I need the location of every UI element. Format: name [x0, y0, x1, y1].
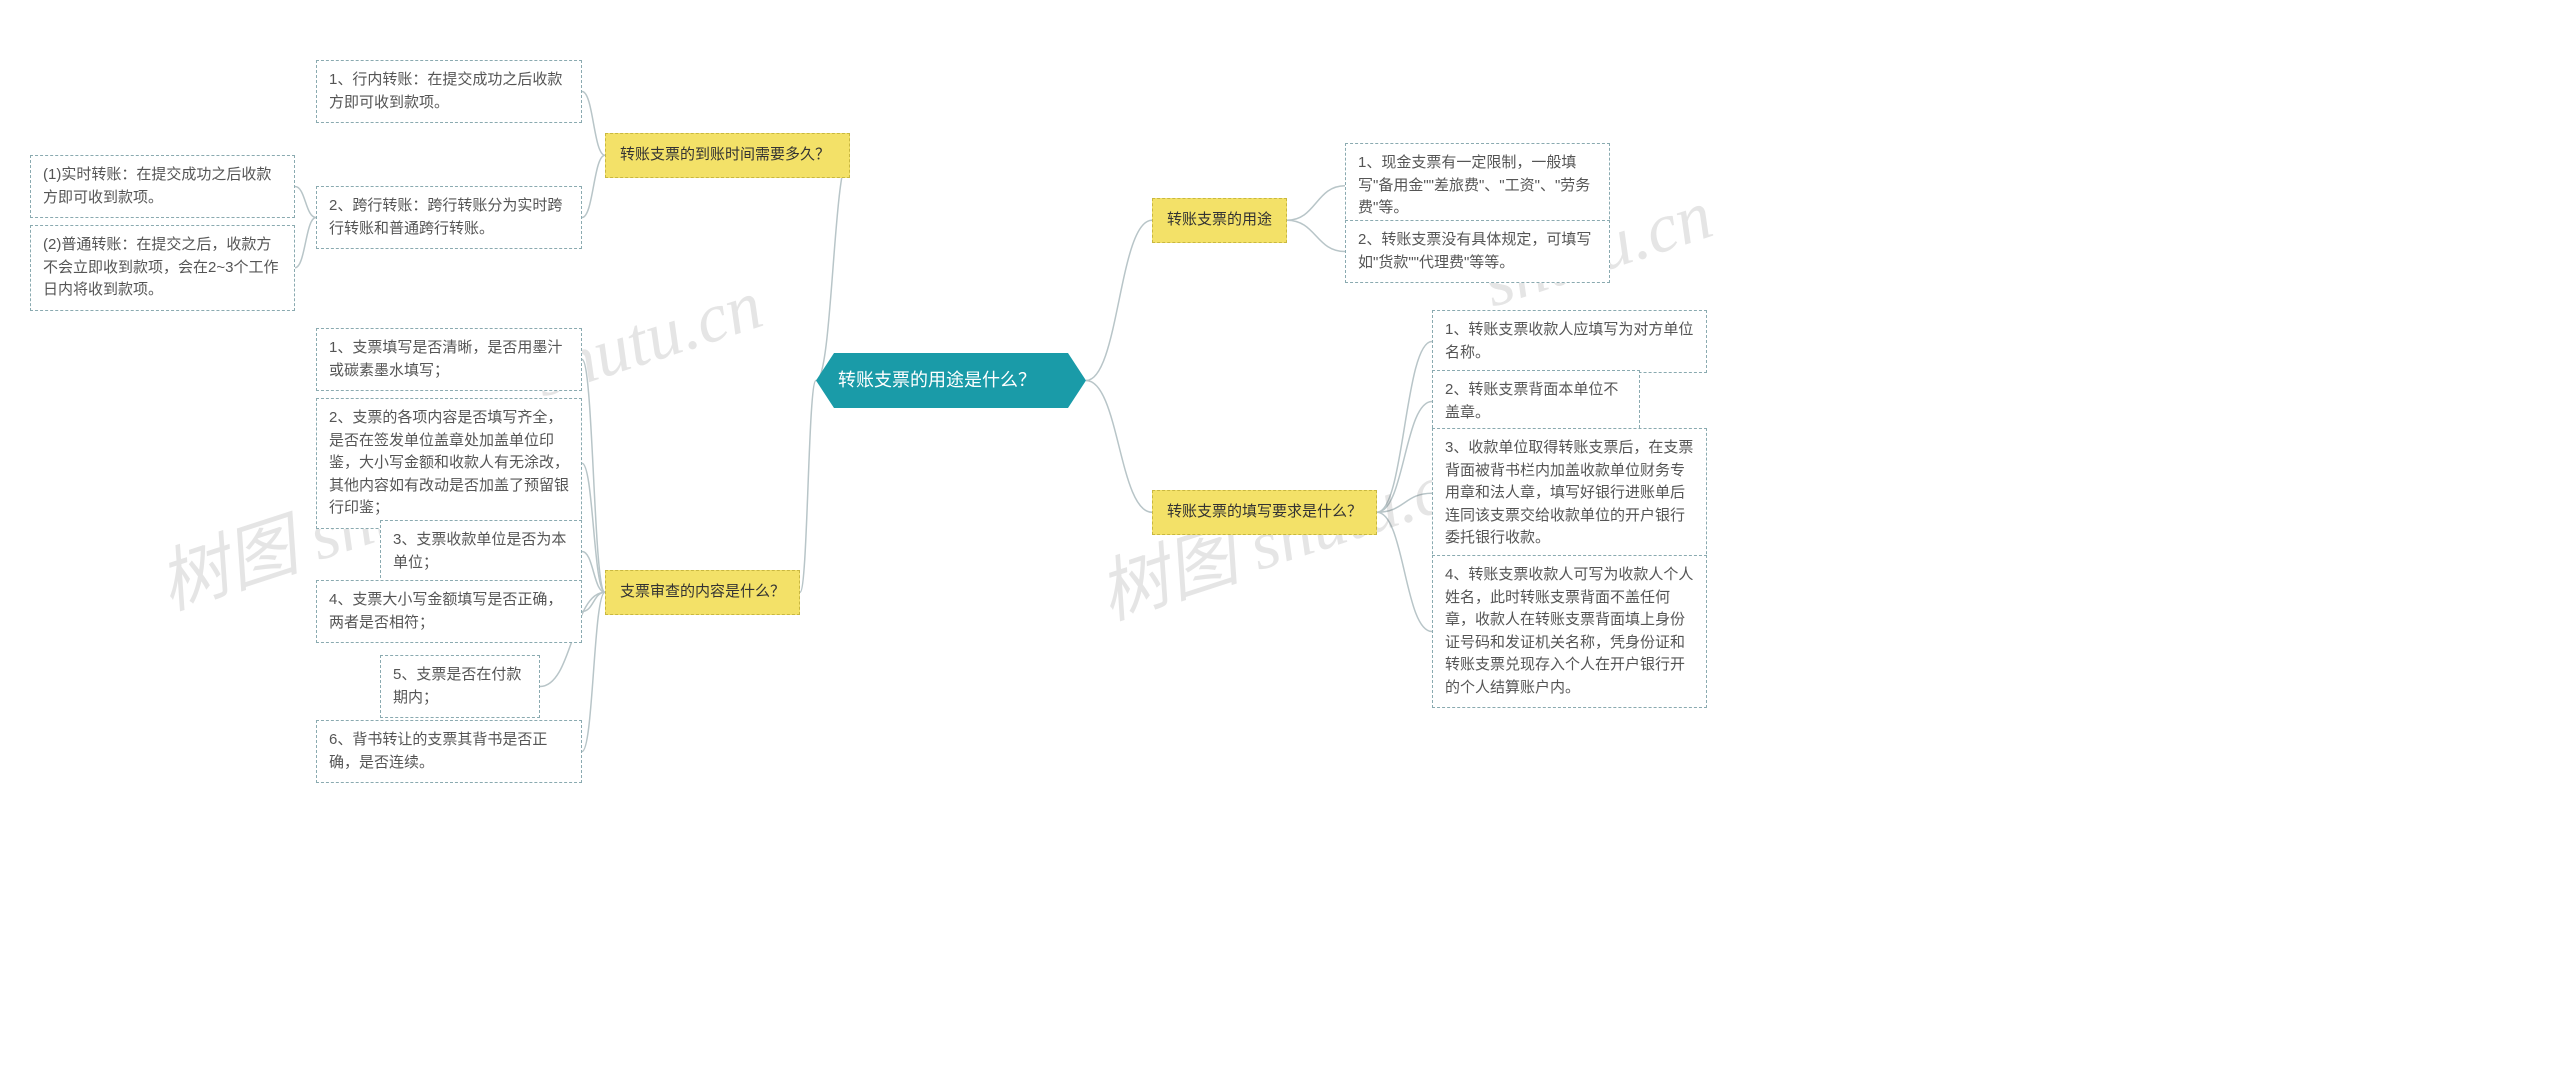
- leaf-node: 1、行内转账：在提交成功之后收款方即可收到款项。: [316, 60, 582, 123]
- leaf-node: 4、转账支票收款人可写为收款人个人姓名，此时转账支票背面不盖任何章，收款人在转账…: [1432, 555, 1707, 708]
- branch-node: 转账支票的填写要求是什么？: [1152, 490, 1377, 535]
- leaf-node: 2、转账支票背面本单位不盖章。: [1432, 370, 1640, 433]
- leaf-node: 6、背书转让的支票其背书是否正确，是否连续。: [316, 720, 582, 783]
- leaf-node: 1、转账支票收款人应填写为对方单位名称。: [1432, 310, 1707, 373]
- leaf-node: 1、支票填写是否清晰，是否用墨汁或碳素墨水填写；: [316, 328, 582, 391]
- leaf-node: 4、支票大小写金额填写是否正确，两者是否相符；: [316, 580, 582, 643]
- leaf-node: (2)普通转账：在提交之后，收款方不会立即收到款项，会在2~3个工作日内将收到款…: [30, 225, 295, 311]
- branch-node: 支票审查的内容是什么？: [605, 570, 800, 615]
- branch-node: 转账支票的到账时间需要多久？: [605, 133, 850, 178]
- leaf-node: 1、现金支票有一定限制，一般填写"备用金""差旅费"、"工资"、"劳务费"等。: [1345, 143, 1610, 229]
- leaf-node: 5、支票是否在付款期内；: [380, 655, 540, 718]
- leaf-node: 3、收款单位取得转账支票后，在支票背面被背书栏内加盖收款单位财务专用章和法人章，…: [1432, 428, 1707, 559]
- branch-node: 转账支票的用途: [1152, 198, 1287, 243]
- root-node: 转账支票的用途是什么？: [816, 353, 1086, 408]
- leaf-node: 2、支票的各项内容是否填写齐全，是否在签发单位盖章处加盖单位印鉴，大小写金额和收…: [316, 398, 582, 529]
- leaf-node: 3、支票收款单位是否为本单位；: [380, 520, 582, 583]
- leaf-node: (1)实时转账：在提交成功之后收款方即可收到款项。: [30, 155, 295, 218]
- leaf-node: 2、转账支票没有具体规定，可填写如"货款""代理费"等等。: [1345, 220, 1610, 283]
- leaf-node: 2、跨行转账：跨行转账分为实时跨行转账和普通跨行转账。: [316, 186, 582, 249]
